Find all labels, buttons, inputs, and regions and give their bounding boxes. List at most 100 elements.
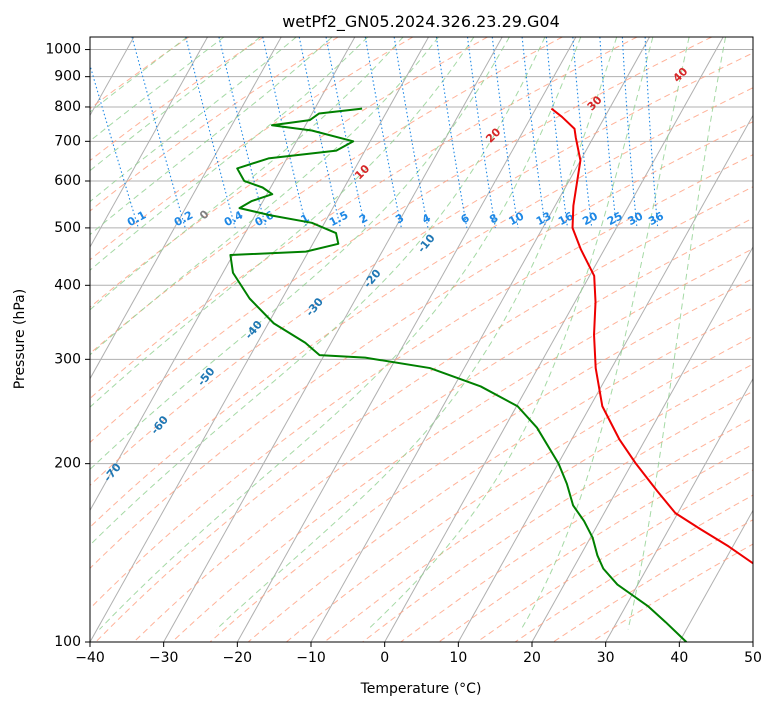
- dry-adiabat: [90, 37, 264, 162]
- moist-adiabat: [215, 37, 618, 630]
- y-tick-label: 900: [54, 69, 81, 85]
- dry-adiabat: [171, 248, 753, 642]
- dry-adiabat: [90, 154, 753, 610]
- mixing-ratio-label: 6: [459, 211, 472, 226]
- isotherm-gridline: [90, 37, 429, 642]
- isotherm-gridline: [236, 37, 577, 642]
- isotherm-label: -60: [148, 413, 171, 437]
- dry-adiabat: [90, 37, 638, 400]
- mixing-ratio-label: 8: [487, 211, 500, 226]
- y-tick-label: 400: [54, 277, 81, 293]
- temperature-profile-line: [550, 107, 753, 565]
- mixing-ratio-label: 36: [646, 209, 666, 228]
- moist-adiabat-label: 20: [483, 125, 503, 145]
- x-tick-label: −20: [223, 650, 253, 666]
- dry-adiabat: [324, 363, 753, 642]
- moist-adiabat: [520, 37, 690, 630]
- isotherm-gridline: [310, 37, 650, 642]
- x-tick-label: 20: [523, 650, 541, 666]
- dry-adiabat: [90, 52, 753, 486]
- moist-adiabat: [90, 37, 369, 271]
- dry-adiabat: [286, 335, 753, 642]
- dry-adiabat: [90, 121, 753, 569]
- mixing-ratio-line: [466, 37, 496, 228]
- mixing-ratio-label: 20: [580, 209, 600, 228]
- chart-title: wetPf2_GN05.2024.326.23.29.G04: [282, 12, 560, 32]
- mixing-ratio-label: 10: [507, 209, 527, 228]
- moist-adiabat: [90, 37, 297, 203]
- x-axis-label: Temperature (°C): [360, 681, 482, 697]
- y-tick-label: 300: [54, 351, 81, 367]
- mixing-ratio-line: [262, 37, 308, 229]
- mixing-ratio-line: [572, 37, 593, 228]
- dry-adiabat: [90, 37, 563, 355]
- mixing-ratio-label: 2: [357, 211, 370, 226]
- mixing-ratio-line: [435, 37, 468, 228]
- mixing-ratio-line: [521, 37, 546, 228]
- isotherm-gridline: [90, 37, 282, 380]
- dry-adiabat: [400, 417, 753, 642]
- isotherm-label: -10: [415, 231, 438, 255]
- isotherm-label: -50: [195, 365, 218, 389]
- dry-adiabat: [90, 87, 753, 528]
- x-tick-label: 40: [670, 650, 688, 666]
- x-tick-label: 10: [449, 650, 467, 666]
- isotherm-gridline: [605, 377, 753, 642]
- isotherm-gridline: [384, 37, 724, 642]
- moist-adiabat: [90, 37, 439, 356]
- plot-frame: [89, 36, 754, 643]
- mixing-ratio-label: 1: [299, 211, 312, 226]
- isotherm-gridline: [531, 246, 753, 642]
- x-tick-label: 30: [597, 650, 615, 666]
- x-tick-label: 0: [380, 650, 389, 666]
- isotherm-label: -20: [361, 267, 384, 291]
- y-tick-label: 200: [54, 456, 81, 472]
- dry-adiabat: [362, 390, 753, 642]
- dry-adiabat: [90, 37, 190, 110]
- mixing-ratio-label: 25: [605, 209, 625, 228]
- isotherm-gridline: [163, 37, 503, 642]
- mixing-ratio-label: 4: [420, 211, 433, 226]
- isotherm-gridline: [0, 37, 60, 642]
- mixing-ratio-label: 0.1: [125, 208, 148, 229]
- mixing-ratio-label: 0.4: [222, 208, 246, 229]
- mixing-ratio-label: 13: [534, 209, 554, 228]
- y-tick-label: 700: [54, 133, 81, 149]
- isotherm-label: -90: [8, 558, 31, 582]
- moist-adiabat: [367, 37, 654, 630]
- mixing-ratio-line: [621, 37, 638, 228]
- dry-adiabat: [133, 217, 753, 642]
- x-tick-label: −30: [149, 650, 179, 666]
- mixing-ratio-line: [325, 37, 366, 229]
- moist-adiabat: [90, 37, 546, 546]
- y-tick-label: 500: [54, 220, 81, 236]
- y-axis-label: Pressure (hPa): [12, 289, 28, 389]
- x-tick-label: −10: [296, 650, 326, 666]
- isotherm-gridline: [90, 37, 208, 249]
- y-tick-label: 800: [54, 99, 81, 115]
- isotherm-gridline: [90, 37, 356, 512]
- dry-adiabat: [209, 277, 753, 642]
- moist-adiabat: [99, 37, 582, 630]
- mixing-ratio-line: [185, 37, 236, 229]
- dewpoint-profile-line: [229, 107, 688, 642]
- moist-adiabat-label: 40: [670, 65, 690, 85]
- x-tick-label: −40: [75, 650, 105, 666]
- mixing-ratio-line: [599, 37, 617, 228]
- moist-adiabat: [90, 37, 225, 142]
- mixing-ratio-label: 3: [393, 211, 406, 226]
- moist-adiabat: [90, 37, 475, 408]
- moist-adiabat: [90, 37, 510, 471]
- dry-adiabat: [95, 186, 753, 642]
- y-tick-label: 100: [54, 634, 81, 650]
- x-tick-label: 50: [744, 650, 762, 666]
- dry-adiabat: [438, 443, 753, 642]
- mixing-ratio-line: [644, 37, 659, 228]
- dry-adiabat: [90, 37, 488, 308]
- isotherm-label: -80: [54, 509, 77, 533]
- dry-adiabat: [90, 37, 414, 261]
- mixing-ratio-line: [131, 37, 186, 229]
- moist-adiabat: [90, 37, 188, 113]
- isotherm-gridline: [678, 509, 753, 642]
